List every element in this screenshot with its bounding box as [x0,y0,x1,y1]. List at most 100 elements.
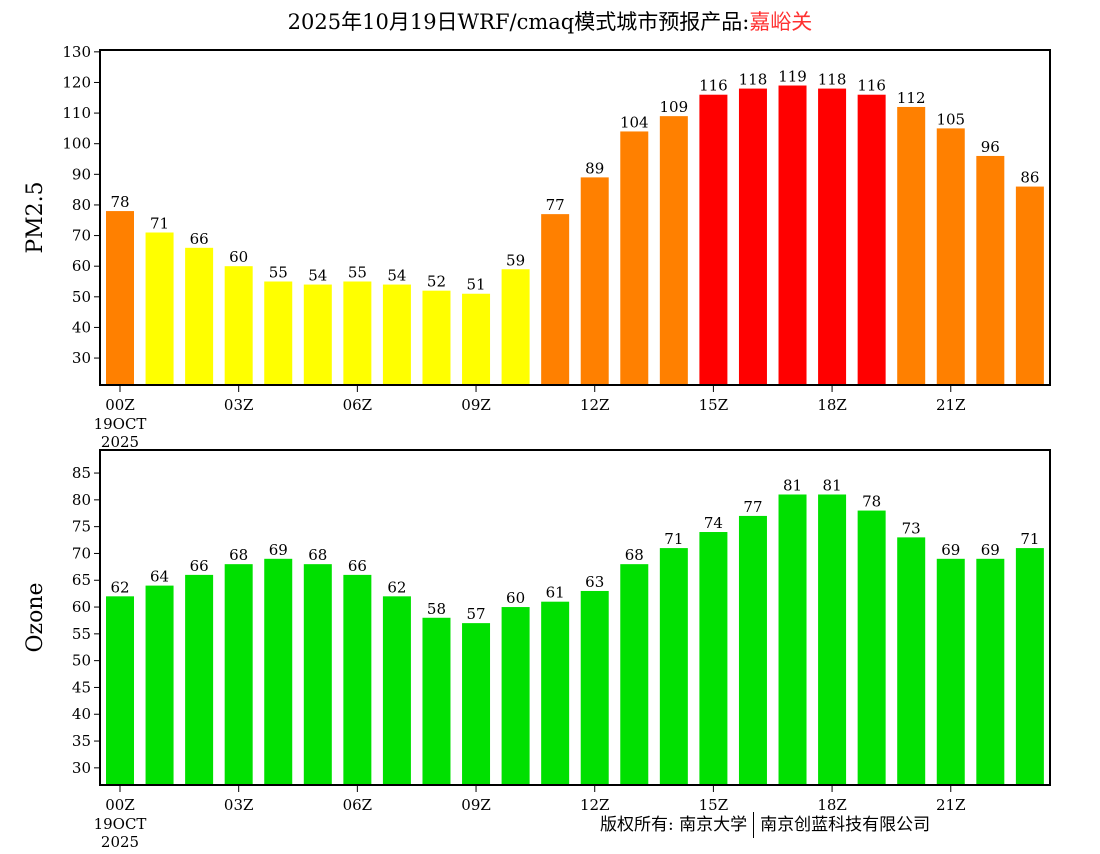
data-label: 66 [190,557,209,575]
bar [106,596,134,785]
data-label: 62 [387,578,406,596]
bar [620,131,649,385]
data-label: 68 [229,546,248,564]
y-tick-label: 35 [72,732,91,750]
bar [501,607,530,785]
bar [462,623,491,785]
data-label: 60 [506,589,525,607]
data-label: 61 [546,584,565,602]
x-tick-label: 06Z [343,796,373,814]
x-tick-label: 00Z [105,796,135,814]
bar [422,617,451,785]
bar [145,585,174,785]
bar [264,281,293,385]
data-label: 59 [506,251,525,269]
figure-title: 2025年10月19日WRF/cmaq模式城市预报产品:嘉峪关 [0,6,1100,36]
data-label: 89 [585,159,604,177]
bar [343,574,372,785]
x-tick-label: 09Z [461,796,491,814]
data-label: 78 [110,193,129,211]
y-tick-label: 50 [72,288,91,306]
data-label: 66 [190,230,209,248]
x-tick-label: 21Z [936,396,966,414]
y-tick-label: 50 [72,652,91,670]
bar [857,94,886,386]
bar [224,564,253,785]
bar [580,590,609,785]
y-tick-label: 100 [62,135,91,153]
bar [185,574,214,785]
data-label: 55 [269,263,288,281]
y-tick-label: 40 [72,318,91,336]
data-label: 86 [1020,169,1039,187]
bar [699,532,728,785]
data-label: 71 [1020,530,1039,548]
bar [659,548,688,785]
x-tick-sublabel: 19OCT [94,815,147,833]
bar [422,290,451,385]
y-tick-label: 60 [72,598,91,616]
x-tick-label: 15Z [699,396,729,414]
data-label: 74 [704,514,723,532]
chart-ozone: 62 64 66 68 69 68 66 62 58 57 60 61 63 68 71 74 77 81 81 78… [23,449,1051,851]
x-tick-label: 06Z [343,396,373,414]
y-tick-label: 110 [62,104,91,122]
x-tick-label: 09Z [461,396,491,414]
data-label: 109 [660,98,689,116]
data-label: 71 [150,215,169,233]
data-label: 52 [427,273,446,291]
bar [145,232,174,385]
bar [1015,548,1044,785]
bar [580,177,609,385]
y-tick-label: 30 [72,349,91,367]
data-label: 118 [818,71,847,89]
bar [382,284,411,385]
x-tick-sublabel: 2025 [101,833,139,850]
bar [224,266,253,385]
data-label: 69 [941,541,960,559]
bar [1015,186,1044,385]
y-tick-label: 70 [72,544,91,562]
data-label: 60 [229,248,248,266]
data-label: 112 [897,89,926,107]
bar [659,116,688,386]
data-label: 68 [625,546,644,564]
x-tick-label: 21Z [936,796,966,814]
y-tick-label: 45 [72,678,91,696]
bar [976,155,1005,385]
y-tick-label: 80 [72,196,91,214]
data-label: 63 [585,573,604,591]
data-label: 54 [308,267,327,285]
data-label: 116 [699,77,728,95]
bar [462,293,491,385]
data-label: 69 [269,541,288,559]
data-label: 71 [664,530,683,548]
x-tick-label: 03Z [224,796,254,814]
bar [936,558,965,785]
y-tick-label: 85 [72,464,91,482]
footer-divider [753,812,755,838]
x-tick-label: 03Z [224,396,254,414]
bar [264,558,293,785]
bar [897,106,926,386]
bar [185,247,214,385]
data-label: 73 [902,519,921,537]
bar [778,494,807,785]
data-label: 68 [308,546,327,564]
data-label: 77 [546,196,565,214]
bar [303,564,332,785]
bar [857,510,886,785]
x-tick-sublabel: 19OCT [94,415,147,433]
x-tick-label: 12Z [580,796,610,814]
y-tick-label: 60 [72,257,91,275]
bar [541,214,570,385]
y-tick-label: 40 [72,705,91,723]
title-location: 嘉峪关 [749,10,813,34]
plot-frame [99,449,1051,786]
bar [620,564,649,785]
data-label: 66 [348,557,367,575]
y-tick-label: 80 [72,491,91,509]
chart-pm25: 78 71 66 60 55 54 55 54 52 51 59 77 89 104 109 116 118 11… [23,43,1051,451]
data-label: 69 [981,541,1000,559]
